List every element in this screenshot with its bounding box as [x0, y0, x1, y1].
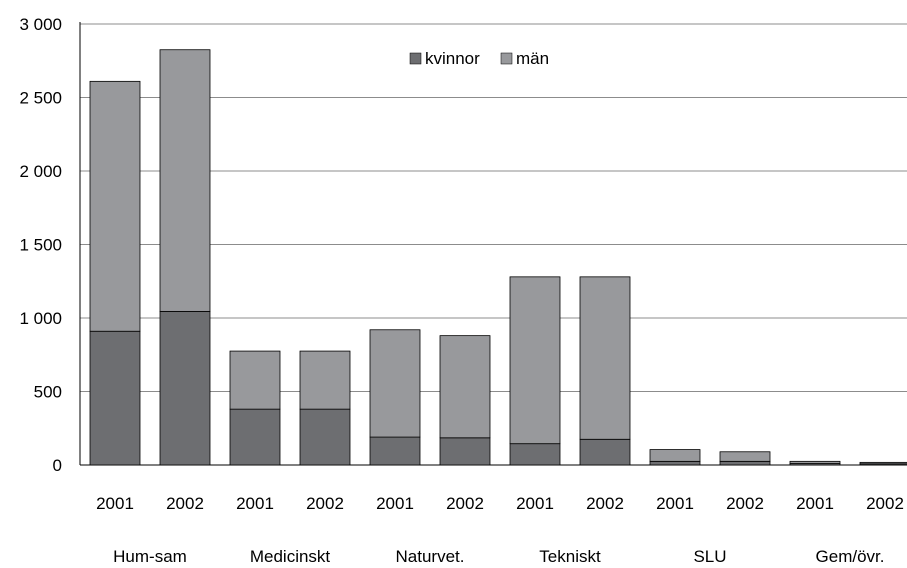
x-tick-label: 2002 [726, 494, 764, 513]
y-tick-label: 2 000 [19, 162, 62, 181]
bar-segment-man [649, 449, 701, 462]
x-tick-label: 2001 [516, 494, 554, 513]
x-tick-label: 2002 [866, 494, 904, 513]
bar-segment-kvinnor [579, 438, 631, 466]
bar-segment-kvinnor [89, 330, 141, 466]
bar-segment-kvinnor [159, 310, 211, 466]
bar-segment-kvinnor [299, 408, 351, 466]
bar-segment-man [229, 350, 281, 410]
bar-segment-kvinnor [229, 408, 281, 466]
bar-segment-kvinnor [439, 437, 491, 466]
x-group-label: Medicinskt [250, 547, 331, 566]
y-tick-label: 500 [34, 383, 62, 402]
bar-segment-kvinnor [369, 436, 421, 466]
x-axis-tick-labels: 2001 2002 2001 2002 2001 2002 2001 2002 2001 2002… [96, 494, 904, 513]
legend-label-kvinnor: kvinnor [425, 49, 480, 68]
x-group-label: Hum-sam [113, 547, 187, 566]
y-tick-label: 1 500 [19, 236, 62, 255]
bar-segment-kvinnor [719, 460, 771, 466]
x-tick-label: 2001 [236, 494, 274, 513]
y-tick-label: 1 000 [19, 309, 62, 328]
x-group-label: Naturvet. [396, 547, 465, 566]
y-tick-label: 2 500 [19, 89, 62, 108]
x-tick-label: 2001 [376, 494, 414, 513]
x-tick-label: 2001 [96, 494, 134, 513]
bar-segment-man [859, 461, 907, 465]
bar-segment-man [439, 335, 491, 439]
bar-segment-man [369, 329, 421, 438]
x-tick-label: 2002 [306, 494, 344, 513]
x-tick-label: 2001 [656, 494, 694, 513]
bar-segment-man [299, 350, 351, 410]
y-axis-tick-labels: 0 500 1 000 1 500 2 000 2 500 3 000 [19, 15, 62, 475]
gridlines [79, 22, 907, 466]
x-group-label: Tekniskt [539, 547, 601, 566]
x-tick-label: 2002 [446, 494, 484, 513]
bar-segment-man [159, 49, 211, 312]
bar-segment-man [89, 80, 141, 332]
bar-segment-kvinnor [649, 460, 701, 466]
bar-segment-man [579, 276, 631, 440]
y-tick-label: 3 000 [19, 15, 62, 34]
legend-swatch-kvinnor [409, 52, 422, 65]
x-group-label: Gem/övr. [816, 547, 885, 566]
legend-label-man: män [516, 49, 549, 68]
bars [89, 49, 907, 466]
x-tick-label: 2002 [586, 494, 624, 513]
y-tick-label: 0 [53, 456, 62, 475]
x-group-label: SLU [693, 547, 726, 566]
bar-segment-man [719, 451, 771, 462]
bar-segment-man [789, 460, 841, 464]
bar-segment-man [509, 276, 561, 445]
x-tick-label: 2001 [796, 494, 834, 513]
legend: kvinnor män [409, 49, 549, 68]
x-tick-label: 2002 [166, 494, 204, 513]
bar-segment-kvinnor [509, 443, 561, 466]
x-axis-group-labels: Hum-sam Medicinskt Naturvet. Tekniskt SLU Gem… [113, 547, 884, 566]
legend-swatch-man [500, 52, 513, 65]
